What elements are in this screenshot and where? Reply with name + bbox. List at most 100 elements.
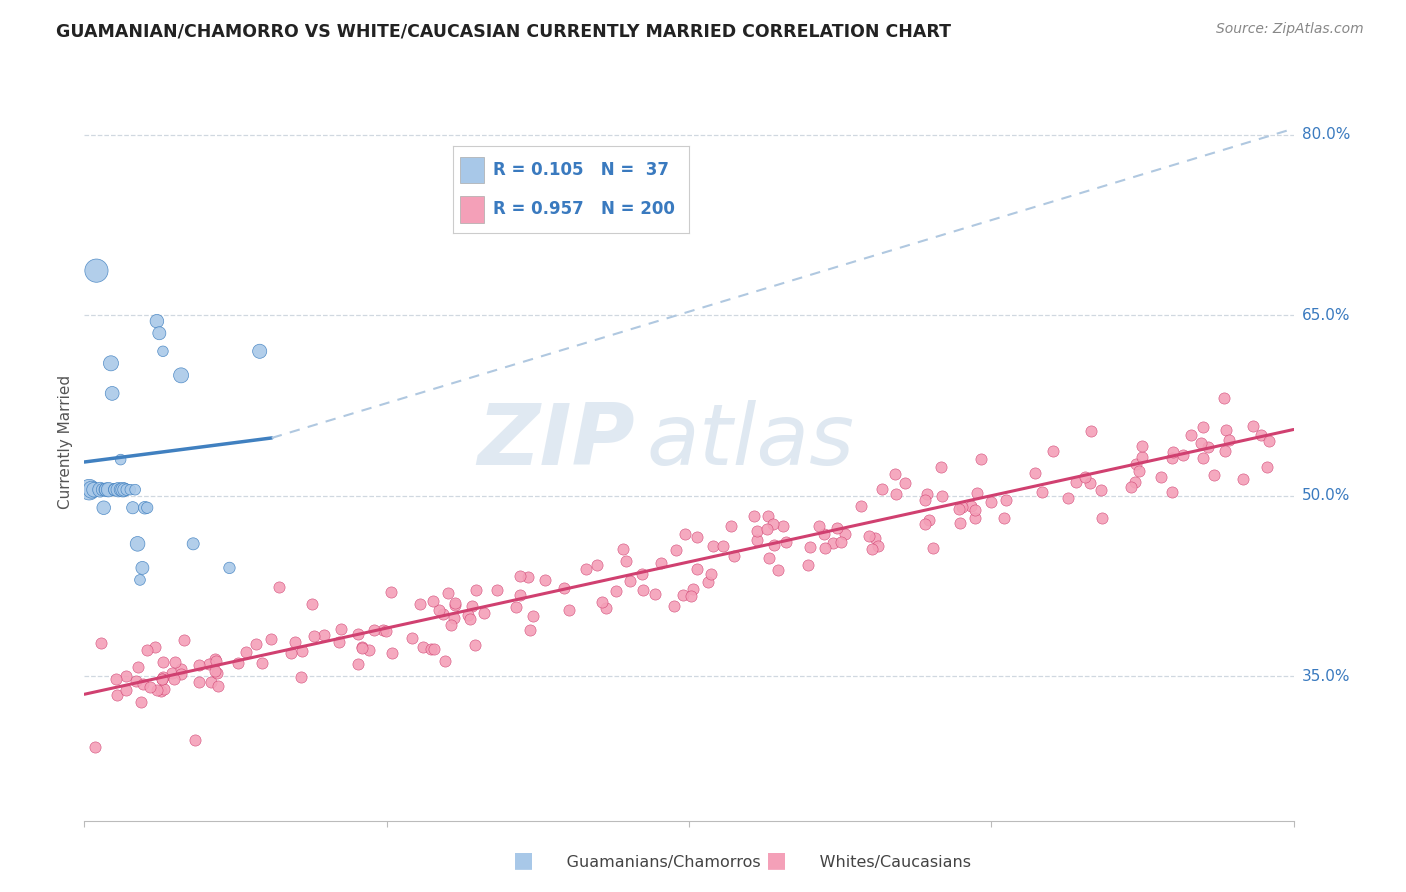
Point (605, 584, 627, 599)
Point (135, 643, 157, 657)
Point (870, 483, 893, 497)
Point (94, 483, 117, 497)
Point (762, 517, 785, 532)
Point (150, 683, 173, 698)
Point (742, 508, 765, 523)
Point (437, 586, 460, 600)
Point (352, 640, 374, 655)
Point (993, 510, 1015, 524)
Point (91, 483, 114, 497)
Point (330, 623, 353, 637)
Point (1042, 444, 1064, 458)
Point (97, 483, 120, 497)
Point (1064, 475, 1087, 490)
Point (443, 599, 465, 613)
Point (187, 675, 209, 690)
Point (823, 536, 845, 550)
Point (1215, 423, 1237, 437)
Text: Whites/Caucasians: Whites/Caucasians (794, 855, 972, 870)
Point (1128, 464, 1150, 478)
Point (181, 537, 204, 551)
Point (148, 326, 170, 341)
Point (650, 556, 672, 570)
Point (124, 483, 146, 497)
Point (100, 356, 122, 370)
Point (363, 623, 385, 637)
Point (131, 561, 153, 575)
Point (1080, 425, 1102, 439)
Point (825, 521, 848, 535)
Point (423, 641, 446, 656)
Point (120, 483, 142, 497)
Point (631, 566, 654, 581)
Point (112, 483, 135, 497)
Point (931, 460, 953, 475)
Point (1057, 491, 1080, 506)
Point (104, 483, 127, 497)
Point (328, 635, 350, 649)
Point (799, 540, 821, 554)
Point (970, 451, 993, 466)
Point (1202, 467, 1225, 482)
Point (432, 607, 454, 621)
Point (763, 538, 786, 552)
Text: 80.0%: 80.0% (1302, 128, 1350, 142)
Point (290, 670, 312, 684)
Point (129, 695, 152, 709)
Point (918, 513, 941, 527)
Point (1241, 419, 1264, 434)
Text: Source: ZipAtlas.com: Source: ZipAtlas.com (1216, 22, 1364, 37)
Point (950, 500, 973, 514)
Point (775, 535, 797, 549)
Point (745, 524, 768, 538)
Point (1213, 443, 1236, 458)
Point (619, 574, 641, 589)
Point (94, 483, 117, 497)
Point (662, 599, 685, 613)
Point (914, 492, 936, 507)
Point (1024, 466, 1046, 480)
Point (301, 597, 323, 611)
Point (115, 483, 138, 497)
Point (1212, 391, 1234, 405)
Text: GUAMANIAN/CHAMORRO VS WHITE/CAUCASIAN CURRENTLY MARRIED CORRELATION CHART: GUAMANIAN/CHAMORRO VS WHITE/CAUCASIAN CU… (56, 22, 952, 40)
Text: atlas: atlas (647, 400, 855, 483)
Point (173, 633, 195, 648)
Point (127, 537, 149, 551)
Point (152, 655, 174, 669)
Point (758, 508, 780, 523)
Point (205, 665, 228, 680)
Point (893, 476, 915, 491)
Point (422, 594, 444, 608)
Point (1197, 440, 1219, 454)
Point (1031, 484, 1053, 499)
Point (464, 638, 486, 652)
Point (204, 664, 226, 678)
Point (259, 632, 281, 647)
Point (747, 533, 769, 547)
Point (347, 627, 370, 641)
Point (814, 541, 837, 556)
Point (83, 483, 105, 497)
Point (1218, 433, 1240, 447)
Point (97, 483, 120, 497)
Point (460, 599, 482, 613)
Point (723, 549, 745, 563)
Point (235, 645, 257, 659)
Point (245, 637, 267, 651)
Point (644, 587, 666, 601)
Point (127, 660, 149, 674)
Point (858, 529, 880, 543)
Point (314, 628, 336, 642)
Point (125, 674, 148, 689)
Point (1078, 476, 1101, 491)
Point (886, 487, 908, 501)
Point (1192, 419, 1215, 434)
Point (150, 672, 173, 686)
Point (110, 452, 132, 467)
Text: Guamanians/Chamorros: Guamanians/Chamorros (541, 855, 761, 870)
Text: ZIP: ZIP (477, 400, 634, 483)
Point (766, 563, 789, 577)
Point (713, 539, 735, 553)
Text: 65.0%: 65.0% (1302, 308, 1350, 323)
